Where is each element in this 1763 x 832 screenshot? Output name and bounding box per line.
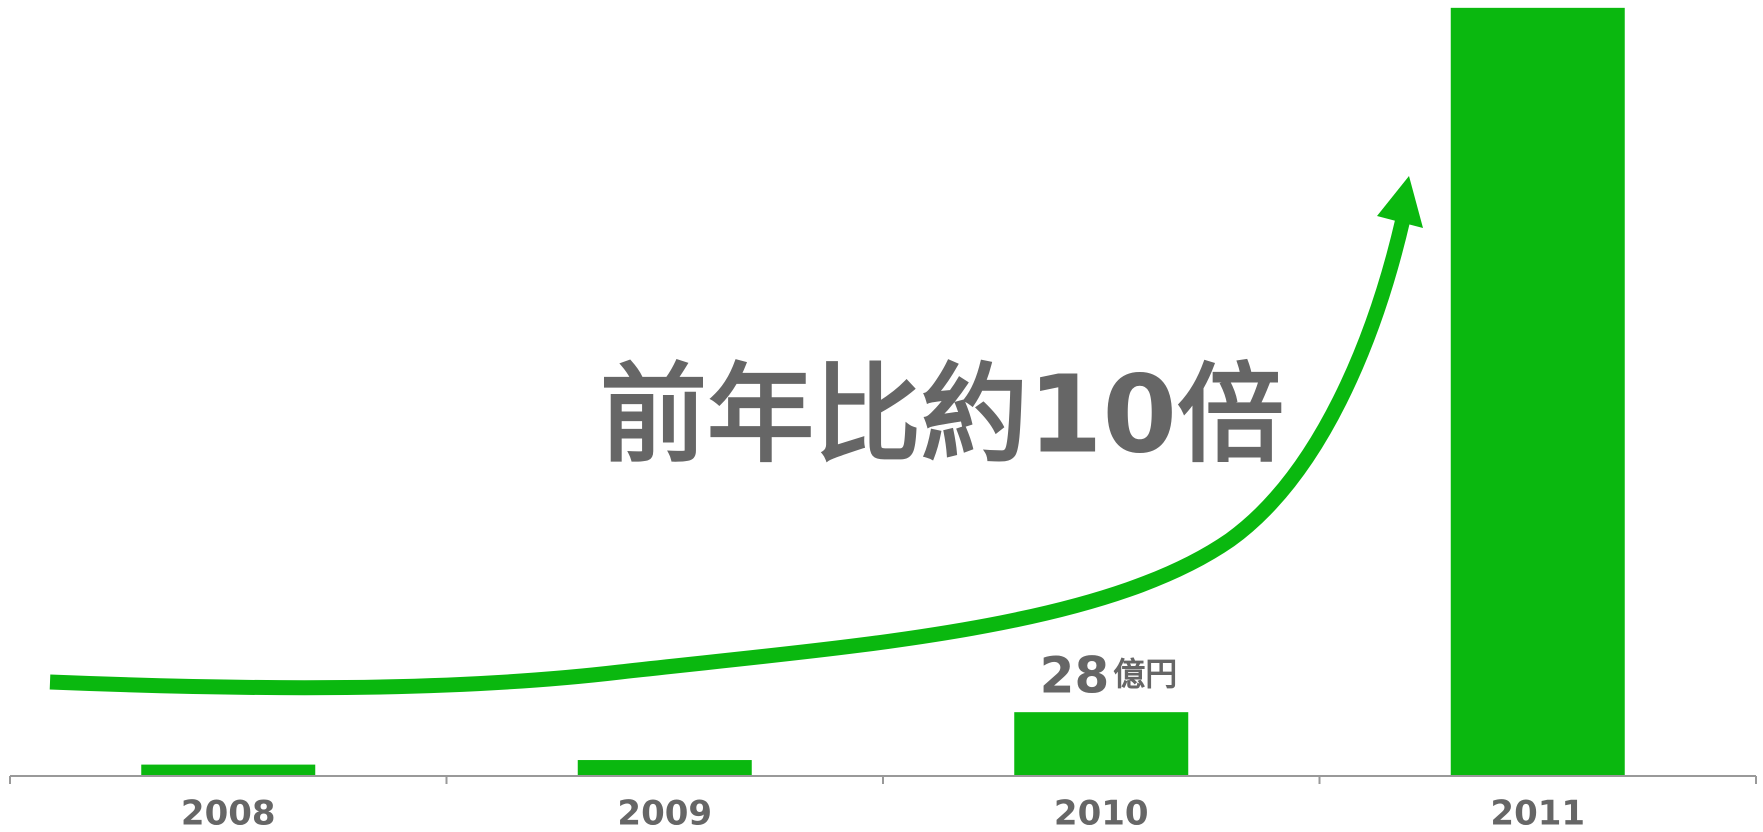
arrow-head [1377, 176, 1423, 228]
bar [1450, 7, 1625, 776]
x-tick-label: 2009 [617, 794, 712, 832]
value-label: 28 [1040, 647, 1110, 705]
x-tick-label: 2008 [181, 794, 276, 832]
value-unit: 億円 [1113, 655, 1177, 693]
annotation: 前年比約10倍 [600, 353, 1284, 477]
growth-arrow [49, 217, 1411, 696]
bar [577, 760, 752, 776]
x-tick-label: 2010 [1054, 794, 1149, 832]
bar [1014, 712, 1189, 776]
x-tick-label: 2011 [1490, 794, 1585, 832]
bar [141, 764, 316, 776]
